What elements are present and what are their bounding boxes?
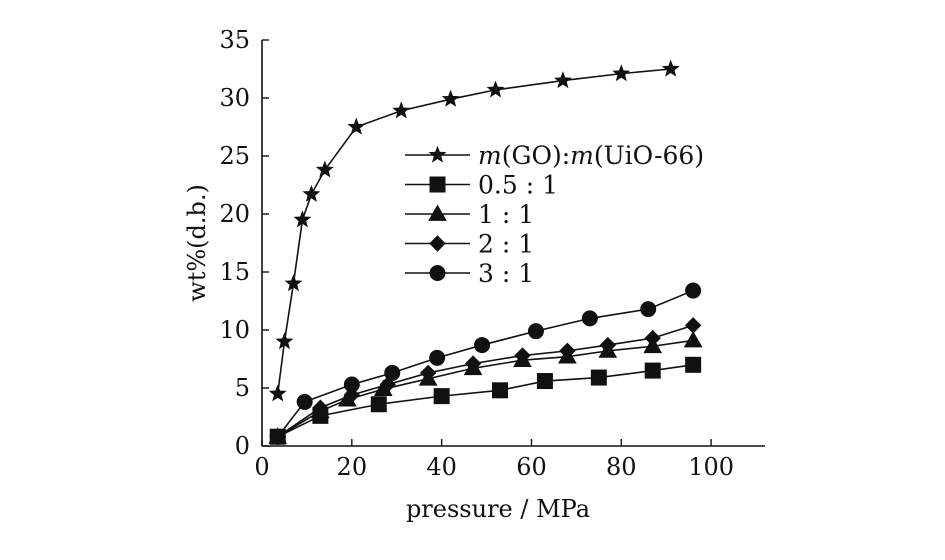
- data-point-star: [661, 59, 680, 77]
- x-tick-label: 100: [688, 453, 734, 481]
- data-point-star: [347, 117, 366, 135]
- data-point-square: [370, 396, 387, 413]
- data-point-circle: [685, 282, 702, 299]
- data-point-star: [293, 210, 312, 228]
- series-line-circle: [277, 289, 694, 438]
- legend-item-triangle: 1 : 1: [405, 200, 534, 229]
- data-point-star: [553, 71, 572, 89]
- x-tick-label: 20: [337, 453, 368, 481]
- legend-item-diamond: 2 : 1: [405, 230, 534, 259]
- x-axis-title: pressure / MPa: [406, 495, 590, 523]
- data-point-circle: [640, 301, 657, 318]
- series: [268, 59, 703, 445]
- legend-label: 0.5 : 1: [478, 171, 558, 200]
- data-point-diamond: [684, 317, 702, 334]
- data-point-star: [275, 332, 294, 350]
- data-point-diamond: [514, 347, 531, 364]
- y-tick-label: 25: [219, 142, 250, 170]
- series-star: [268, 59, 680, 402]
- data-point-square: [433, 388, 450, 405]
- legend-marker-star: [428, 145, 447, 163]
- legend-label: 2 : 1: [478, 230, 534, 259]
- y-tick-label: 35: [219, 26, 250, 54]
- legend: m(GO):m(UiO-66)0.5 : 11 : 12 : 13 : 1: [405, 141, 704, 288]
- data-point-circle: [296, 393, 313, 410]
- data-point-diamond: [464, 355, 482, 372]
- legend-item-star: m(GO):m(UiO-66): [405, 141, 704, 170]
- data-point-square: [685, 356, 702, 373]
- data-point-diamond: [644, 329, 661, 347]
- series-line-square: [277, 364, 694, 438]
- y-tick-label: 20: [219, 200, 250, 228]
- data-point-star: [486, 80, 505, 98]
- data-point-diamond: [312, 399, 329, 416]
- x-tick-label: 80: [606, 453, 637, 481]
- data-point-circle: [581, 310, 598, 327]
- data-point-star: [268, 384, 287, 402]
- legend-marker-square: [429, 176, 446, 193]
- y-tick-label: 15: [219, 258, 250, 286]
- data-point-diamond: [419, 364, 437, 382]
- y-axis-title: wt%(d.b.): [183, 184, 211, 302]
- legend-marker-diamond: [429, 235, 446, 252]
- data-point-square: [536, 373, 553, 390]
- data-point-circle: [343, 376, 360, 393]
- legend-marker-circle: [429, 265, 446, 281]
- y-tick-label: 10: [219, 316, 250, 344]
- data-point-star: [302, 184, 321, 202]
- series-circle: [269, 282, 702, 445]
- data-point-circle: [429, 349, 446, 366]
- y-tick-label: 0: [235, 432, 250, 460]
- legend-label: 3 : 1: [478, 259, 534, 288]
- data-point-star: [612, 64, 631, 82]
- x-tick-label: 0: [254, 453, 269, 481]
- y-tick-label: 30: [219, 84, 250, 112]
- legend-item-circle: 3 : 1: [405, 259, 534, 288]
- data-point-circle: [527, 323, 544, 340]
- data-point-circle: [269, 428, 286, 445]
- series-square: [269, 356, 702, 445]
- series-diamond: [269, 317, 702, 445]
- data-point-square: [590, 369, 607, 386]
- data-point-diamond: [599, 336, 617, 354]
- legend-label: 1 : 1: [478, 200, 534, 229]
- data-point-square: [492, 382, 509, 399]
- data-point-diamond: [559, 342, 576, 360]
- x-tick-label: 60: [516, 453, 547, 481]
- legend-label: m(GO):m(UiO-66): [478, 141, 704, 170]
- axes: [261, 40, 765, 447]
- data-point-circle: [384, 364, 401, 381]
- y-tick-label: 5: [235, 374, 250, 402]
- data-point-star: [441, 89, 460, 107]
- x-tick-label: 40: [426, 453, 457, 481]
- ticks: 0 5 10 15 20 25 30 35 0 20 40 60 80 100: [219, 26, 734, 481]
- data-point-star: [284, 274, 303, 292]
- data-point-star: [315, 160, 334, 178]
- data-point-triangle: [683, 330, 703, 348]
- data-point-star: [392, 101, 411, 119]
- legend-marker-triangle: [428, 204, 447, 221]
- legend-item-square: 0.5 : 1: [405, 171, 558, 200]
- data-point-circle: [474, 337, 491, 354]
- data-point-square: [644, 362, 661, 379]
